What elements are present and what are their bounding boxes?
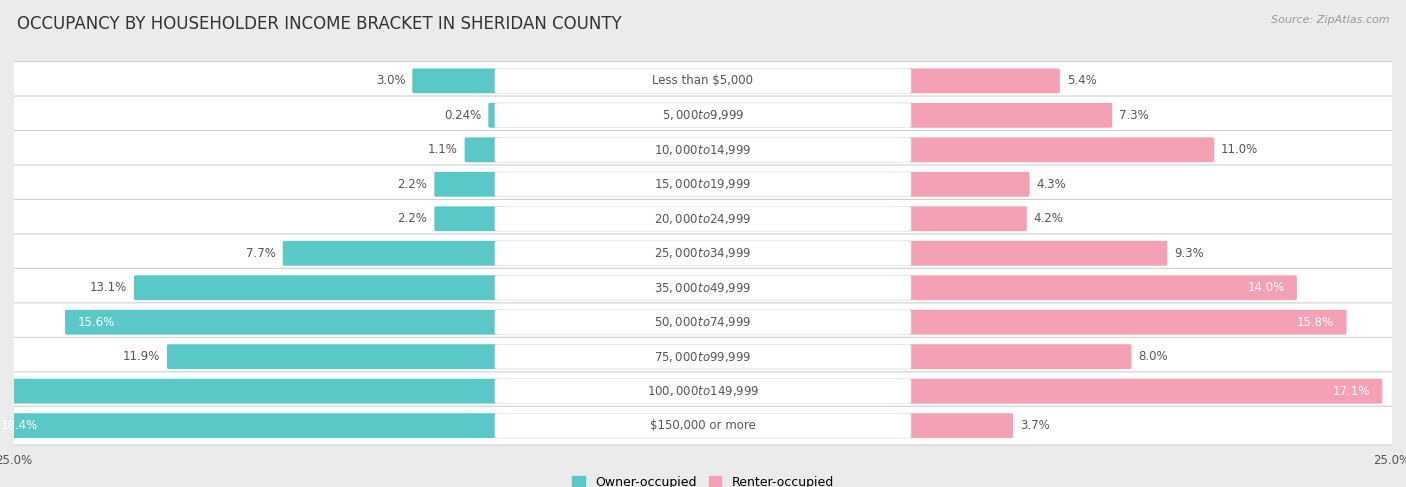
FancyBboxPatch shape xyxy=(10,406,1396,445)
FancyBboxPatch shape xyxy=(0,413,498,438)
FancyBboxPatch shape xyxy=(908,413,1012,438)
FancyBboxPatch shape xyxy=(908,172,1029,197)
Text: Source: ZipAtlas.com: Source: ZipAtlas.com xyxy=(1271,15,1389,25)
FancyBboxPatch shape xyxy=(495,413,911,438)
FancyBboxPatch shape xyxy=(908,344,1132,369)
FancyBboxPatch shape xyxy=(434,172,498,197)
Text: 3.0%: 3.0% xyxy=(375,75,405,87)
Text: 7.7%: 7.7% xyxy=(246,247,276,260)
Text: $5,000 to $9,999: $5,000 to $9,999 xyxy=(662,108,744,122)
Text: $150,000 or more: $150,000 or more xyxy=(650,419,756,432)
FancyBboxPatch shape xyxy=(283,241,498,265)
FancyBboxPatch shape xyxy=(495,344,911,369)
FancyBboxPatch shape xyxy=(908,310,1347,335)
Text: 15.8%: 15.8% xyxy=(1296,316,1334,329)
FancyBboxPatch shape xyxy=(908,379,1382,404)
FancyBboxPatch shape xyxy=(10,96,1396,134)
FancyBboxPatch shape xyxy=(488,103,498,128)
Text: 13.1%: 13.1% xyxy=(90,281,127,294)
Text: 1.1%: 1.1% xyxy=(427,143,458,156)
Text: 4.3%: 4.3% xyxy=(1036,178,1066,191)
Text: $100,000 to $149,999: $100,000 to $149,999 xyxy=(647,384,759,398)
Legend: Owner-occupied, Renter-occupied: Owner-occupied, Renter-occupied xyxy=(572,475,834,487)
FancyBboxPatch shape xyxy=(495,69,911,94)
FancyBboxPatch shape xyxy=(434,206,498,231)
FancyBboxPatch shape xyxy=(65,310,498,335)
Text: $15,000 to $19,999: $15,000 to $19,999 xyxy=(654,177,752,191)
Text: 3.7%: 3.7% xyxy=(1019,419,1050,432)
Text: 11.9%: 11.9% xyxy=(122,350,160,363)
FancyBboxPatch shape xyxy=(908,103,1112,128)
FancyBboxPatch shape xyxy=(908,241,1167,265)
Text: $25,000 to $34,999: $25,000 to $34,999 xyxy=(654,246,752,260)
Text: 17.1%: 17.1% xyxy=(1333,385,1369,398)
Text: 9.3%: 9.3% xyxy=(1174,247,1204,260)
Text: 15.6%: 15.6% xyxy=(77,316,115,329)
Text: $10,000 to $14,999: $10,000 to $14,999 xyxy=(654,143,752,157)
Text: 2.2%: 2.2% xyxy=(398,178,427,191)
Text: 14.0%: 14.0% xyxy=(1247,281,1285,294)
FancyBboxPatch shape xyxy=(10,200,1396,238)
FancyBboxPatch shape xyxy=(495,172,911,197)
Text: $50,000 to $74,999: $50,000 to $74,999 xyxy=(654,315,752,329)
FancyBboxPatch shape xyxy=(10,303,1396,341)
FancyBboxPatch shape xyxy=(412,69,498,94)
FancyBboxPatch shape xyxy=(908,275,1296,300)
FancyBboxPatch shape xyxy=(10,131,1396,169)
Text: 5.4%: 5.4% xyxy=(1067,75,1097,87)
Text: 11.0%: 11.0% xyxy=(1220,143,1258,156)
Text: 0.24%: 0.24% xyxy=(444,109,481,122)
FancyBboxPatch shape xyxy=(495,241,911,265)
FancyBboxPatch shape xyxy=(908,137,1215,162)
FancyBboxPatch shape xyxy=(495,275,911,300)
Text: 4.2%: 4.2% xyxy=(1033,212,1063,225)
Text: $35,000 to $49,999: $35,000 to $49,999 xyxy=(654,281,752,295)
FancyBboxPatch shape xyxy=(10,234,1396,273)
Text: Less than $5,000: Less than $5,000 xyxy=(652,75,754,87)
FancyBboxPatch shape xyxy=(10,372,1396,411)
Text: 8.0%: 8.0% xyxy=(1139,350,1168,363)
FancyBboxPatch shape xyxy=(495,103,911,128)
Text: 7.3%: 7.3% xyxy=(1119,109,1149,122)
FancyBboxPatch shape xyxy=(10,337,1396,376)
FancyBboxPatch shape xyxy=(495,379,911,404)
FancyBboxPatch shape xyxy=(167,344,498,369)
Text: OCCUPANCY BY HOUSEHOLDER INCOME BRACKET IN SHERIDAN COUNTY: OCCUPANCY BY HOUSEHOLDER INCOME BRACKET … xyxy=(17,15,621,33)
Text: 2.2%: 2.2% xyxy=(398,212,427,225)
FancyBboxPatch shape xyxy=(908,206,1026,231)
Text: $75,000 to $99,999: $75,000 to $99,999 xyxy=(654,350,752,364)
FancyBboxPatch shape xyxy=(10,61,1396,100)
FancyBboxPatch shape xyxy=(0,379,498,404)
FancyBboxPatch shape xyxy=(495,310,911,335)
Text: $20,000 to $24,999: $20,000 to $24,999 xyxy=(654,212,752,226)
FancyBboxPatch shape xyxy=(495,206,911,231)
Text: 18.4%: 18.4% xyxy=(0,419,38,432)
FancyBboxPatch shape xyxy=(495,137,911,162)
FancyBboxPatch shape xyxy=(908,69,1060,94)
FancyBboxPatch shape xyxy=(464,137,498,162)
FancyBboxPatch shape xyxy=(134,275,498,300)
FancyBboxPatch shape xyxy=(10,268,1396,307)
FancyBboxPatch shape xyxy=(10,165,1396,204)
